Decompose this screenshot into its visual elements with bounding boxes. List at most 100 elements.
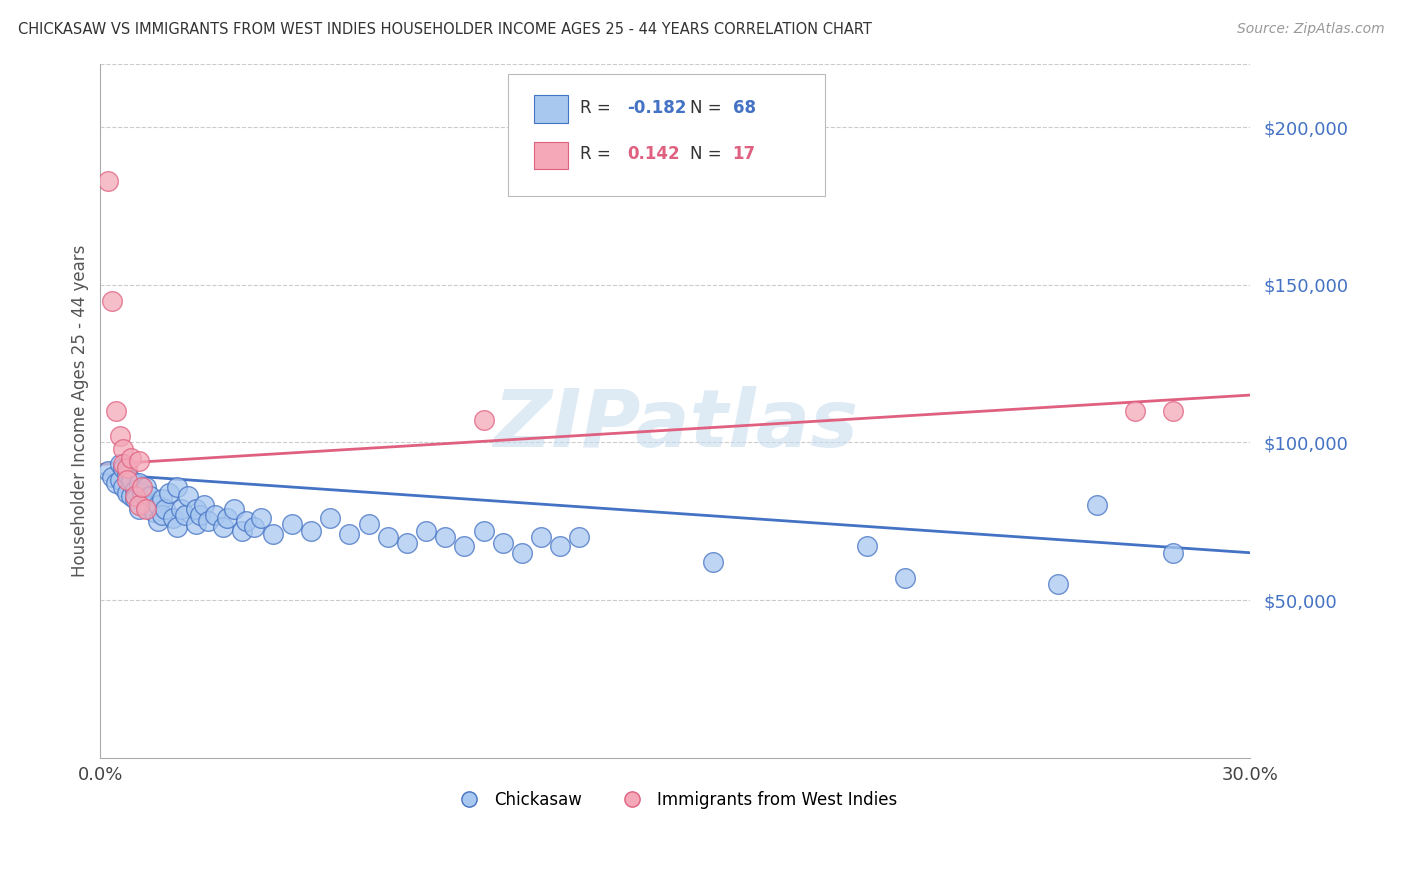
Point (108, 473, 131, 487)
Point (281, 517, 304, 532)
Point (112, 442, 135, 456)
Point (139, 489, 162, 503)
Point (97, 464, 120, 478)
Point (177, 489, 200, 503)
Point (157, 485, 180, 500)
Point (112, 479, 135, 493)
Legend: Chickasaw, Immigrants from West Indies: Chickasaw, Immigrants from West Indies (446, 784, 904, 815)
Point (1047, 577, 1070, 591)
Point (115, 485, 138, 500)
Point (193, 499, 215, 513)
Point (242, 520, 264, 534)
Point (108, 458, 131, 472)
Point (108, 429, 131, 443)
Point (146, 514, 169, 528)
Point (104, 476, 127, 491)
Point (377, 530, 399, 544)
Point (173, 508, 195, 522)
Point (188, 508, 211, 522)
Bar (534, 142, 568, 169)
Text: N =: N = (690, 99, 721, 117)
Point (262, 526, 284, 541)
Point (568, 530, 591, 544)
FancyBboxPatch shape (509, 74, 824, 196)
Point (115, 460, 138, 475)
Text: N =: N = (690, 145, 721, 163)
Y-axis label: Householder Income Ages 25 - 44 years: Householder Income Ages 25 - 44 years (72, 244, 89, 577)
Text: -0.182: -0.182 (627, 99, 686, 117)
Point (135, 501, 157, 516)
Point (135, 499, 157, 513)
Point (453, 540, 475, 554)
Point (702, 555, 724, 569)
Point (170, 501, 193, 516)
Point (101, 293, 124, 308)
Point (224, 501, 246, 516)
Text: ZIPatlas: ZIPatlas (492, 385, 858, 464)
Point (186, 517, 208, 532)
Point (1161, 404, 1184, 418)
Point (395, 536, 418, 550)
Point (128, 499, 150, 513)
Point (146, 499, 169, 513)
Point (415, 524, 437, 538)
Point (124, 489, 146, 503)
Text: 68: 68 (733, 99, 755, 117)
Point (128, 501, 150, 516)
Point (472, 524, 495, 538)
Point (212, 520, 235, 534)
Point (357, 517, 380, 532)
Point (128, 454, 150, 468)
Text: 17: 17 (733, 145, 755, 163)
Point (319, 511, 342, 525)
Bar (534, 95, 568, 123)
Point (131, 479, 153, 493)
Point (97, 174, 120, 188)
Point (131, 485, 153, 500)
Point (104, 404, 127, 418)
Point (235, 514, 257, 528)
Point (155, 501, 177, 516)
Point (215, 511, 238, 525)
Point (197, 514, 219, 528)
Point (204, 508, 226, 522)
Point (530, 530, 553, 544)
Point (135, 479, 157, 493)
Point (162, 511, 184, 525)
Point (166, 520, 188, 534)
Point (124, 483, 146, 497)
Point (434, 530, 457, 544)
Point (128, 476, 150, 491)
Point (231, 524, 253, 538)
Point (894, 571, 917, 585)
Point (150, 492, 173, 507)
Point (548, 540, 571, 554)
Point (112, 458, 135, 472)
Point (1085, 499, 1108, 513)
Point (150, 508, 173, 522)
Point (120, 489, 142, 503)
Point (112, 460, 135, 475)
Point (115, 467, 138, 481)
Point (166, 479, 188, 493)
Point (339, 526, 361, 541)
Point (510, 546, 533, 560)
Point (472, 413, 495, 427)
Point (492, 536, 515, 550)
Point (143, 505, 166, 519)
Text: Source: ZipAtlas.com: Source: ZipAtlas.com (1237, 22, 1385, 37)
Point (186, 501, 208, 516)
Point (120, 473, 142, 487)
Point (1123, 404, 1146, 418)
Text: 0.142: 0.142 (627, 145, 679, 163)
Point (299, 524, 322, 538)
Point (124, 492, 146, 507)
Point (855, 540, 877, 554)
Point (115, 473, 138, 487)
Text: CHICKASAW VS IMMIGRANTS FROM WEST INDIES HOUSEHOLDER INCOME AGES 25 - 44 YEARS C: CHICKASAW VS IMMIGRANTS FROM WEST INDIES… (18, 22, 872, 37)
Text: R =: R = (579, 99, 616, 117)
Point (101, 470, 124, 484)
Text: R =: R = (579, 145, 621, 163)
Point (250, 511, 273, 525)
Point (120, 451, 142, 466)
